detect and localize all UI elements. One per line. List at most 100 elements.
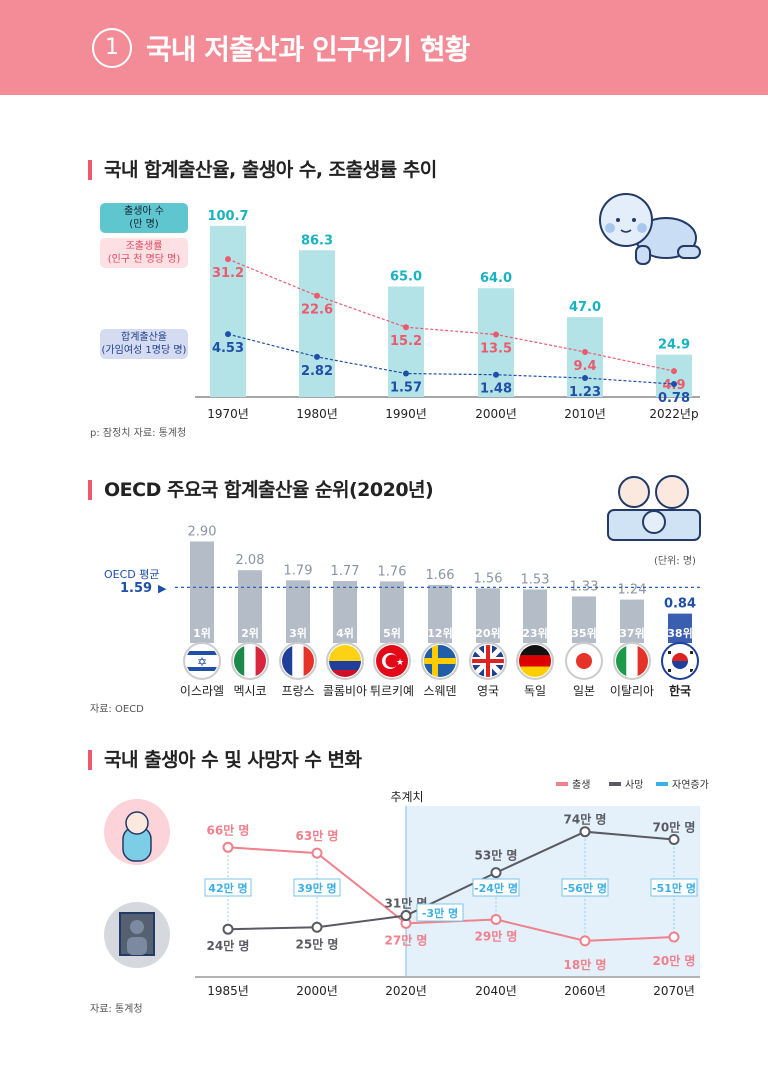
legend-swatch — [556, 782, 568, 786]
value-label: 1.79 — [284, 563, 313, 578]
value-label-출생: 20만 명 — [653, 953, 696, 968]
point-사망 — [311, 921, 323, 933]
births-label: 64.0 — [480, 271, 512, 286]
rank-label: 37위 — [619, 627, 644, 640]
flag-germany-icon — [519, 645, 551, 677]
flag-colombia-icon — [329, 645, 361, 677]
line-사망 — [227, 830, 675, 931]
country-label: 이스라엘 — [180, 684, 224, 698]
flag-stripe — [329, 645, 361, 661]
value-label-출생: 29만 명 — [475, 928, 518, 943]
value-label-사망: 53만 명 — [475, 848, 518, 863]
bar-israel — [190, 541, 214, 643]
country-label: 한국 — [669, 683, 691, 698]
value-label-사망: 70만 명 — [653, 820, 696, 835]
newborn-icon — [104, 799, 170, 865]
cross-h — [424, 658, 456, 664]
flag-stripe — [329, 661, 361, 670]
legend-cbr-l1: 조출생률 — [125, 241, 163, 252]
births-label: 65.0 — [390, 270, 422, 285]
value-label: 1.66 — [426, 568, 455, 583]
x-tick-label: 2010년 — [564, 407, 606, 421]
flag-stripe — [519, 666, 551, 677]
sun-disc — [576, 653, 592, 669]
flag-stripe — [244, 645, 256, 677]
x-tick-label: 2000년 — [475, 407, 517, 421]
legend-births: 출생아 수 (만 명) — [100, 203, 188, 233]
legend-tfr-l2: (가임여성 1명당 명) — [101, 345, 187, 356]
flag-stripe — [186, 651, 218, 655]
point-사망 — [222, 923, 234, 935]
rank-label: 12위 — [427, 627, 452, 640]
legend-label: 자연증가 — [672, 779, 709, 791]
section3-title: 국내 출생아 수 및 사망자 수 변화 — [88, 750, 362, 770]
legend-tfr-l1: 합계출산율 — [121, 332, 167, 343]
trigram — [690, 669, 693, 672]
country-label: 스웨덴 — [423, 684, 456, 698]
people-icons — [104, 799, 170, 968]
births-label: 47.0 — [569, 300, 601, 315]
point-출생 — [490, 913, 502, 925]
series-point — [403, 324, 409, 331]
value-label-출생: 27만 명 — [385, 932, 428, 947]
series-label: 1.48 — [480, 382, 512, 397]
series-point — [225, 331, 231, 338]
section2-source: 자료: OECD — [90, 704, 144, 715]
series-line — [227, 258, 675, 372]
unit-label: (단위: 명) — [654, 556, 696, 567]
point-출생 — [311, 847, 323, 859]
cross-red — [472, 645, 504, 677]
rank-label: 2위 — [241, 627, 259, 640]
legend-swatch — [656, 782, 668, 786]
section2-title: OECD 주요국 합계출산율 순위(2020년) — [88, 480, 434, 500]
cross-v — [432, 645, 438, 677]
country-label: 이탈리아 — [610, 684, 654, 698]
natural-increase-box — [472, 878, 520, 897]
natural-increase-label: -24만 명 — [474, 881, 518, 895]
bar-births — [656, 354, 692, 397]
triangle-right-icon: ▶ — [158, 582, 167, 595]
flag-turkiye-icon: ★ — [376, 645, 408, 677]
births-label: 100.7 — [207, 209, 248, 224]
series-point — [582, 348, 588, 355]
value-label-사망: 24만 명 — [207, 938, 250, 953]
births-label: 86.3 — [301, 233, 333, 248]
births-label: 24.9 — [658, 338, 690, 353]
rank-label: 3위 — [289, 627, 307, 640]
natural-increase-box — [561, 878, 609, 897]
series-label: 15.2 — [390, 334, 422, 349]
section1-title: 국내 합계출산율, 출생아 수, 조출생률 추이 — [88, 160, 437, 180]
x-tick-label: 1985년 — [207, 984, 249, 998]
natural-increase-box — [293, 878, 341, 897]
rank-label: 4위 — [336, 627, 354, 640]
flag-stripe — [637, 645, 648, 677]
rank-label: 20위 — [475, 627, 500, 640]
country-label: 프랑스 — [281, 684, 314, 698]
taegeuk-red — [672, 653, 688, 661]
value-label: 1.24 — [618, 583, 647, 598]
bar-uk — [476, 588, 500, 643]
page-title: 국내 저출산과 인구위기 현황 — [146, 33, 470, 66]
x-tick-label: 1990년 — [385, 407, 427, 421]
value-label-사망: 74만 명 — [564, 812, 607, 827]
natural-increase-box — [650, 878, 698, 897]
point-사망 — [490, 867, 502, 879]
header-banner: 1 국내 저출산과 인구위기 현황 — [0, 0, 768, 95]
oecd-average-value: 1.59 — [120, 581, 153, 596]
x-tick-label: 2000년 — [296, 984, 338, 998]
legend-label: 출생 — [572, 779, 590, 791]
value-label: 0.84 — [664, 597, 696, 612]
value-label: 1.77 — [331, 564, 360, 579]
bar-births — [478, 288, 514, 397]
flag-israel-icon: ✡ — [186, 651, 218, 671]
flag-stripe — [303, 645, 314, 677]
flag-stripe — [519, 645, 551, 656]
point-출생 — [668, 931, 680, 943]
family-icon — [607, 475, 701, 541]
legend-crude-birth-rate: 조출생률 (인구 천 명당 명) — [100, 238, 188, 268]
series-point — [493, 331, 499, 338]
country-label: 콜롬비아 — [323, 684, 367, 698]
natural-increase-label: -51만 명 — [652, 881, 696, 895]
x-tick-label: 2070년 — [653, 984, 695, 998]
